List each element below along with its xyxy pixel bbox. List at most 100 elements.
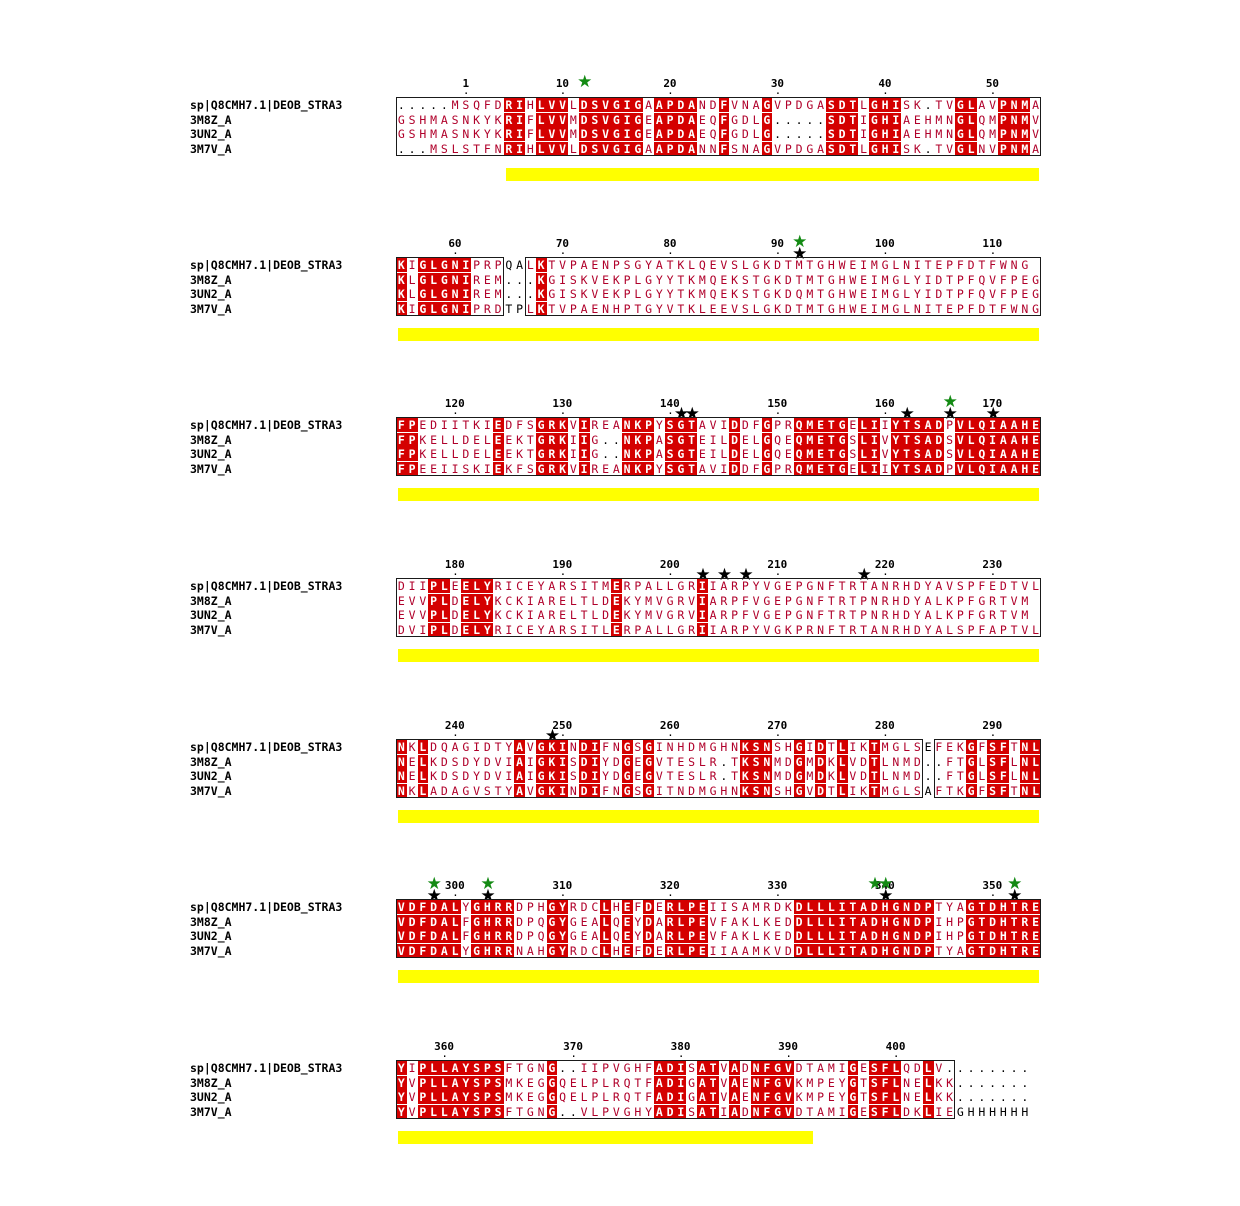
position-tick-label: 140 [659, 397, 680, 410]
position-tick-label: 20 [663, 77, 677, 90]
position-tick-dot: . [989, 726, 997, 739]
green-star-icon: ★ [942, 392, 958, 412]
position-tick-dot: . [989, 84, 997, 97]
sequence-name: sp|Q8CMH7.1|DEOB_STRA3 [190, 258, 343, 272]
alignment-row: 3M8Z_A Y V P L L A Y S P S M K E G G Q E L P L R Q T F A D I G A T V A E N… [190, 1075, 1029, 1090]
position-tick-dot: . [667, 886, 674, 899]
position-tick-dot: . [989, 886, 997, 899]
position-tick-dot: . [559, 565, 567, 578]
secondary-structure-bar [398, 970, 1039, 983]
position-tick-dot: . [667, 84, 674, 97]
sequence-name: sp|Q8CMH7.1|DEOB_STRA3 [190, 418, 343, 432]
position-tick-dot: . [774, 244, 782, 257]
position-tick-label: 210 [767, 558, 788, 571]
position-tick-label: 390 [778, 1040, 799, 1053]
sequence-name: 3UN2_A [190, 608, 232, 622]
position-tick-label: 100 [874, 237, 895, 250]
secondary-structure-bar [398, 649, 1039, 662]
position-tick-label: 200 [659, 558, 680, 571]
position-tick-dot: . [677, 1047, 685, 1060]
position-tick-label: 180 [444, 558, 465, 571]
alignment-row: 3M7V_A F P E E I I S K I E K F S G R K V I R E A N K P Y S G T A V I D D F… [190, 461, 1041, 476]
position-tick-label: 1 [462, 77, 470, 90]
position-tick-label: 270 [767, 719, 788, 732]
position-tick-dot: . [667, 726, 674, 739]
position-tick-dot: . [559, 886, 567, 899]
alignment-row: sp|Q8CMH7.1|DEOB_STRA3..... M S Q F D R I H L V V L D… [190, 98, 1040, 112]
position-tick-label: 110 [982, 237, 1003, 250]
position-tick-dot: . [882, 244, 889, 257]
black-star-icon: ★ [942, 404, 958, 424]
sequence-name: 3M7V_A [190, 943, 232, 958]
alignment-row: 3UN2_A F P K E L L D E L E E K T G R K I I G.. N K P A S G T E I L D E L… [190, 447, 1041, 461]
sequence-name: sp|Q8CMH7.1|DEOB_STRA3 [190, 740, 343, 754]
position-tick-dot: . [559, 84, 567, 97]
position-tick-label: 260 [659, 719, 680, 732]
alignment-row: sp|Q8CMH7.1|DEOB_STRA3 V D F D A L Y G H R R D P H G Y R D… [190, 900, 1041, 914]
sequence-name: 3M7V_A [190, 141, 232, 156]
alignment-row: 3M7V_A... M S L S T F N R I H L V V L D S V G I G A A P D A N N F S N A… [190, 141, 1040, 156]
alignment-block: 240. 250. 260. 270. 280. 290. ★ sp|Q8CMH7.1|DEO… [0, 706, 1240, 846]
sequence-name: 3M8Z_A [190, 754, 232, 769]
position-tick-label: 130 [552, 397, 573, 410]
position-tick-dot: . [452, 886, 459, 899]
position-tick-dot: . [570, 1047, 577, 1060]
sequence-name: 3M7V_A [190, 1104, 232, 1119]
position-tick-dot: . [667, 404, 674, 417]
green-star-icon: ★ [577, 72, 593, 92]
position-tick-dot: . [989, 404, 997, 417]
alignment-row: 3UN2_A E V V P L D E L Y K C K I A R E L T L D E K Y M V G R V I A R P F V… [190, 608, 1029, 622]
position-tick-dot: . [462, 84, 470, 97]
sequence-name: sp|Q8CMH7.1|DEOB_STRA3 [190, 579, 343, 593]
position-tick-dot: . [559, 726, 567, 739]
position-tick-dot: . [892, 1047, 900, 1060]
position-tick-dot: . [441, 1047, 448, 1060]
alignment-row: 3M8Z_A E V V P L D E L Y K C K I A R E L T L D E K Y M V G R V I A R P F V… [190, 593, 1029, 608]
sequence-name: 3M7V_A [190, 622, 232, 637]
position-tick-dot: . [774, 886, 782, 899]
position-tick-label: 370 [563, 1040, 584, 1053]
secondary-structure-bar [398, 810, 1039, 823]
position-tick-dot: . [989, 565, 997, 578]
position-tick-label: 40 [878, 77, 892, 90]
position-tick-dot: . [452, 565, 459, 578]
position-tick-label: 230 [982, 558, 1003, 571]
sequence-name: sp|Q8CMH7.1|DEOB_STRA3 [190, 1061, 343, 1075]
sequence-name: sp|Q8CMH7.1|DEOB_STRA3 [190, 98, 343, 112]
position-tick-label: 250 [552, 719, 573, 732]
sequence-name: 3M7V_A [190, 783, 232, 798]
black-star-icon: ★ [792, 244, 808, 264]
sequence-name: 3UN2_A [190, 929, 232, 943]
position-tick-dot: . [774, 726, 782, 739]
position-tick-label: 120 [444, 397, 465, 410]
alignment-block: 180. 190. 200. 210. 220. 230. ★ ★ ★ ★ sp|Q8CMH7.1|… [0, 545, 1240, 685]
position-tick-dot: . [667, 244, 674, 257]
alignment-row: 3M7V_A V D F D A L Y G H R R N A H G Y R D C L H E F D E R L P E I I A A M… [190, 943, 1041, 958]
green-star-icon: ★ [867, 874, 883, 894]
sequence-name: 3M8Z_A [190, 593, 232, 608]
secondary-structure-bar [398, 1131, 814, 1144]
position-tick-dot: . [882, 404, 889, 417]
sequence-name: 3M8Z_A [190, 112, 232, 127]
alignment-row: 3M8Z_A F P K E L L D E L E E K T G R K I I G.. N K P A S G T E I L D E L… [190, 432, 1041, 447]
position-tick-dot: . [774, 565, 782, 578]
position-tick-dot: . [882, 84, 889, 97]
alignment-row: 3M8Z_A V D F D A L F G H R R D P Q G Y G E A L Q E Y D A R L P E V F A K L… [190, 914, 1041, 929]
alignment-row: 3UN2_A K L G L G N I R E M... K G I S K V E K P L G Y Y T K M Q E K S T… [190, 287, 1040, 301]
alignment-row: 3UN2_A G S H M A S N K Y K R I F L V V M D S V G I G E A P D A E Q F G D L… [190, 127, 1040, 141]
alignment-block: 300. 310. 320. 330. 340. 350. ★ ★ ★ ★ ★ ★ ★ ★ ★ sp|Q8CM… [0, 866, 1240, 1006]
position-tick-label: 330 [767, 879, 788, 892]
alignment-row: sp|Q8CMH7.1|DEOB_STRA3 K I G L G N I P R P Q A L K T V P A… [190, 258, 1029, 272]
sequence-name: 3M7V_A [190, 301, 232, 316]
position-tick-dot: . [882, 886, 889, 899]
black-star-icon: ★ [716, 565, 733, 585]
alignment-row: 3M7V_A D V I P L D E L Y R I C E Y A R S I T L E R P A L L G R I I A R P Y… [190, 622, 1040, 637]
sequence-name: 3M8Z_A [190, 1075, 232, 1090]
position-tick-label: 300 [444, 879, 465, 892]
secondary-structure-bar [505, 168, 1039, 181]
green-star-icon: ★ [426, 874, 442, 894]
alignment-row: 3M7V_A K I G L G N I P R D T P L K T V P A E N H P T G Y V T K L E E V S L… [190, 301, 1040, 316]
position-tick-label: 280 [874, 719, 895, 732]
position-tick-dot: . [559, 244, 567, 257]
position-tick-label: 170 [982, 397, 1003, 410]
